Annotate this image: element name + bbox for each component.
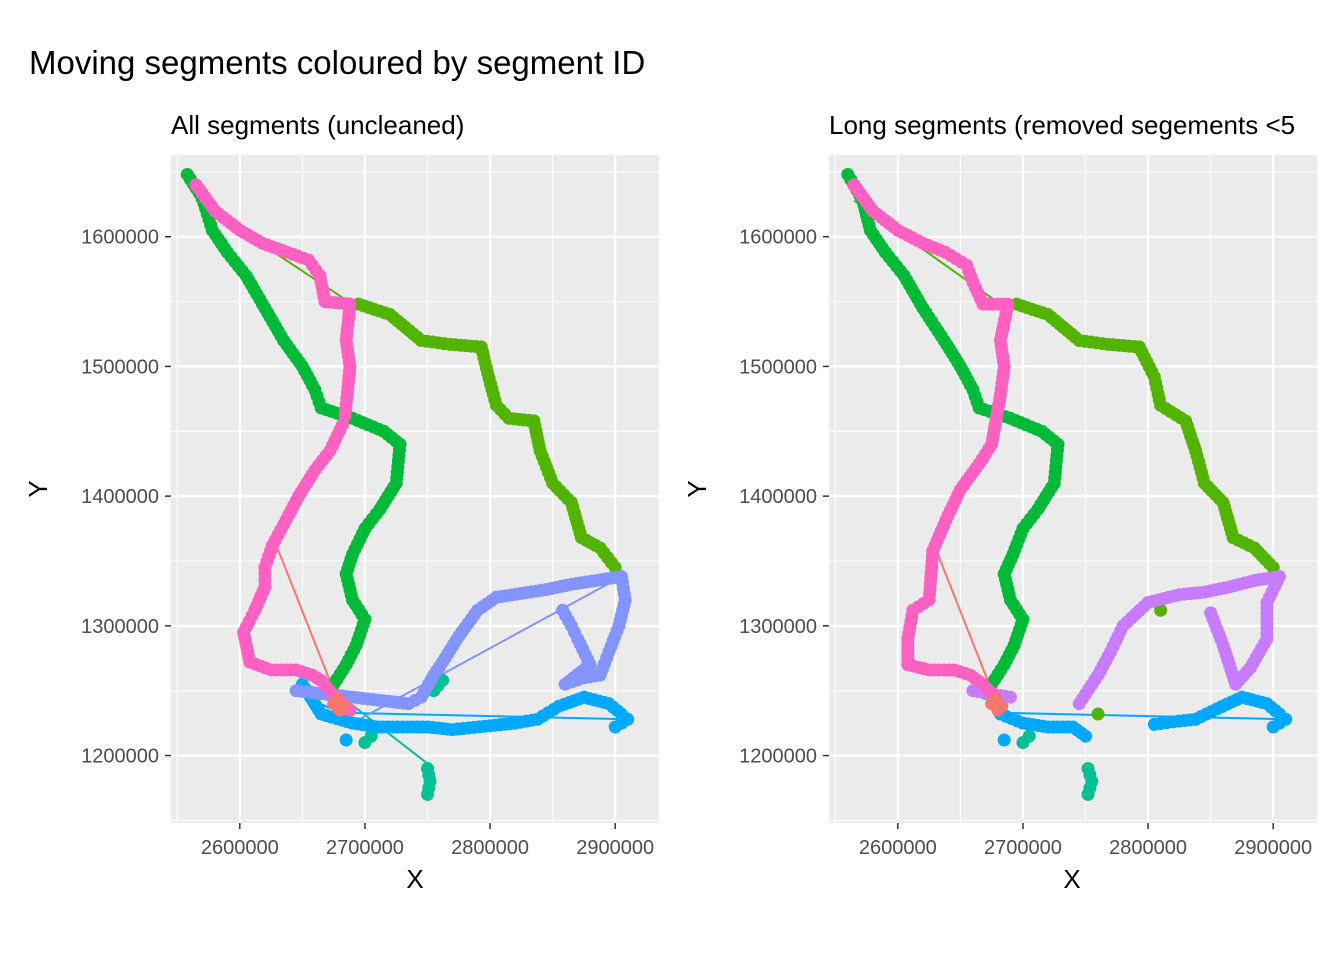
- segment-points: [180, 167, 635, 801]
- data-point: [364, 729, 378, 743]
- x-axis: 2600000 2700000 2800000 2900000: [859, 823, 1312, 859]
- y-tick-label: 1400000: [739, 486, 817, 508]
- segment-series: [295, 677, 635, 747]
- data-point: [1079, 729, 1093, 743]
- y-tick-label: 1400000: [81, 486, 159, 508]
- data-point: [330, 693, 344, 707]
- segment-series: [1016, 729, 1099, 801]
- data-point: [1022, 729, 1036, 743]
- segment-points: [841, 167, 1293, 801]
- data-point: [1003, 690, 1017, 704]
- x-axis: 2600000 2700000 2800000 2900000: [201, 823, 654, 859]
- x-tick-label: 2900000: [576, 837, 654, 859]
- plot-background: [829, 155, 1317, 823]
- segment-series: [985, 693, 1009, 717]
- segment-series: [966, 570, 1286, 711]
- data-point: [1081, 787, 1095, 801]
- segment-series: [993, 690, 1293, 747]
- y-tick-label: 1500000: [81, 356, 159, 378]
- data-point: [1266, 720, 1280, 734]
- y-tick-label: 1600000: [739, 227, 817, 249]
- panel-long-segments: Long segments (removed segements <5 2600…: [682, 110, 1317, 894]
- data-point: [608, 720, 622, 734]
- y-tick-label: 1300000: [81, 616, 159, 638]
- data-point: [988, 693, 1002, 707]
- y-axis-title: Y: [23, 480, 53, 497]
- x-tick-label: 2600000: [859, 837, 937, 859]
- y-axis-title: Y: [682, 480, 712, 497]
- x-tick-label: 2600000: [201, 837, 279, 859]
- x-tick-label: 2900000: [1234, 837, 1312, 859]
- y-tick-label: 1300000: [739, 616, 817, 638]
- segment-series: [327, 693, 351, 717]
- plot-background: [171, 155, 659, 823]
- grid: [171, 155, 659, 823]
- y-tick-label: 1200000: [739, 746, 817, 768]
- y-tick-label: 1500000: [739, 356, 817, 378]
- data-point: [556, 603, 570, 617]
- segment-path: [339, 711, 628, 721]
- segment-series: [352, 297, 622, 574]
- y-tick-label: 1600000: [81, 227, 159, 249]
- data-point: [1204, 606, 1218, 620]
- panel-uncleaned: All segments (uncleaned) 2600000 2700000 2…: [23, 110, 659, 894]
- data-point: [1154, 603, 1168, 617]
- data-point: [1266, 560, 1280, 574]
- y-axis: 1200000 1300000 1400000 1500000 1600000: [739, 227, 829, 768]
- x-tick-label: 2800000: [1109, 837, 1187, 859]
- y-axis: 1200000 1300000 1400000 1500000 1600000: [81, 227, 171, 768]
- data-point: [1091, 707, 1105, 721]
- data-point: [421, 787, 435, 801]
- x-tick-label: 2700000: [326, 837, 404, 859]
- x-tick-label: 2700000: [984, 837, 1062, 859]
- segment-series: [1010, 297, 1280, 721]
- segment-series: [841, 167, 1065, 700]
- panel-title: All segments (uncleaned): [171, 110, 464, 140]
- y-tick-label: 1200000: [81, 746, 159, 768]
- panel-title: Long segments (removed segements <5: [829, 110, 1295, 140]
- segment-series: [847, 178, 1015, 704]
- data-point: [339, 733, 353, 747]
- segment-path: [997, 711, 1286, 721]
- figure-title: Moving segments coloured by segment ID: [29, 44, 645, 81]
- data-point: [608, 560, 622, 574]
- x-tick-label: 2800000: [451, 837, 529, 859]
- segment-series: [289, 570, 632, 711]
- x-axis-title: X: [1063, 864, 1080, 894]
- x-axis-title: X: [406, 864, 423, 894]
- data-point: [997, 733, 1011, 747]
